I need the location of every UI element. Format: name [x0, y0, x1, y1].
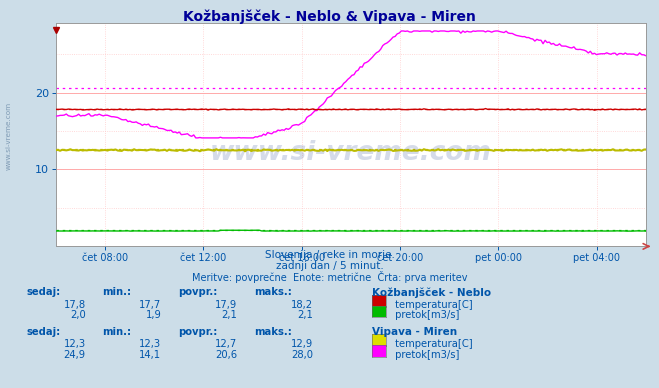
Text: sedaj:: sedaj: [26, 287, 61, 297]
Text: pretok[m3/s]: pretok[m3/s] [392, 350, 459, 360]
Text: Kožbanjšček - Neblo & Vipava - Miren: Kožbanjšček - Neblo & Vipava - Miren [183, 10, 476, 24]
Text: zadnji dan / 5 minut.: zadnji dan / 5 minut. [275, 261, 384, 271]
Text: 17,8: 17,8 [63, 300, 86, 310]
Text: povpr.:: povpr.: [178, 287, 217, 297]
Text: Kožbanjšček - Neblo: Kožbanjšček - Neblo [372, 287, 492, 298]
Text: 2,1: 2,1 [221, 310, 237, 320]
Text: 17,9: 17,9 [215, 300, 237, 310]
Text: 12,3: 12,3 [139, 339, 161, 349]
Text: 24,9: 24,9 [63, 350, 86, 360]
Text: povpr.:: povpr.: [178, 327, 217, 337]
Text: pretok[m3/s]: pretok[m3/s] [392, 310, 459, 320]
Text: 12,9: 12,9 [291, 339, 313, 349]
Text: 17,7: 17,7 [139, 300, 161, 310]
Text: 1,9: 1,9 [146, 310, 161, 320]
Text: sedaj:: sedaj: [26, 327, 61, 337]
Text: Vipava - Miren: Vipava - Miren [372, 327, 457, 337]
Text: 12,3: 12,3 [63, 339, 86, 349]
Text: 2,1: 2,1 [297, 310, 313, 320]
Text: maks.:: maks.: [254, 327, 291, 337]
Text: Slovenija / reke in morje.: Slovenija / reke in morje. [264, 250, 395, 260]
Text: maks.:: maks.: [254, 287, 291, 297]
Text: 12,7: 12,7 [215, 339, 237, 349]
Text: www.si-vreme.com: www.si-vreme.com [5, 102, 12, 170]
Text: min.:: min.: [102, 327, 131, 337]
Text: 2,0: 2,0 [70, 310, 86, 320]
Text: min.:: min.: [102, 287, 131, 297]
Text: www.si-vreme.com: www.si-vreme.com [210, 140, 492, 166]
Text: temperatura[C]: temperatura[C] [392, 300, 473, 310]
Text: 14,1: 14,1 [139, 350, 161, 360]
Text: 28,0: 28,0 [291, 350, 313, 360]
Text: temperatura[C]: temperatura[C] [392, 339, 473, 349]
Text: 20,6: 20,6 [215, 350, 237, 360]
Text: 18,2: 18,2 [291, 300, 313, 310]
Text: Meritve: povprečne  Enote: metrične  Črta: prva meritev: Meritve: povprečne Enote: metrične Črta:… [192, 271, 467, 283]
